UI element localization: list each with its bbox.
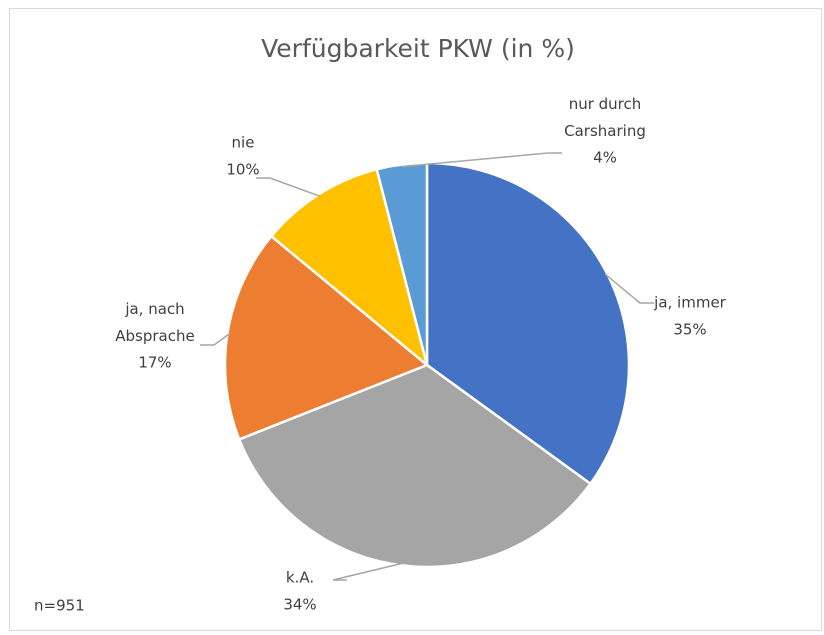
leader-line bbox=[256, 177, 321, 197]
category-label: nur durch Carsharing bbox=[564, 95, 646, 140]
data-label: 4% bbox=[593, 149, 617, 167]
pie-slice bbox=[375, 161, 429, 366]
label-line: Absprache bbox=[115, 327, 194, 345]
pie-slice bbox=[237, 363, 593, 569]
label-line: Carsharing bbox=[564, 122, 646, 140]
pie-slice bbox=[223, 234, 430, 441]
pie-slice bbox=[425, 161, 631, 486]
data-label: 17% bbox=[138, 354, 171, 372]
category-label: nie bbox=[232, 134, 255, 152]
label-line: nur durch bbox=[569, 95, 642, 113]
leader-line bbox=[332, 562, 403, 581]
label-line: ja, nach bbox=[124, 300, 184, 318]
leader-line bbox=[401, 152, 562, 168]
category-label: ja, nach Absprache bbox=[115, 300, 194, 345]
sample-note: n=951 bbox=[34, 597, 85, 615]
leader-line bbox=[604, 273, 654, 304]
leader-line bbox=[200, 333, 230, 346]
category-label: k.A. bbox=[286, 569, 314, 587]
data-label: 10% bbox=[226, 161, 259, 179]
chart-title: Verfügbarkeit PKW (in %) bbox=[261, 34, 575, 63]
data-label: 34% bbox=[283, 596, 316, 614]
category-label: ja, immer bbox=[653, 294, 727, 312]
data-label: 35% bbox=[673, 321, 706, 339]
